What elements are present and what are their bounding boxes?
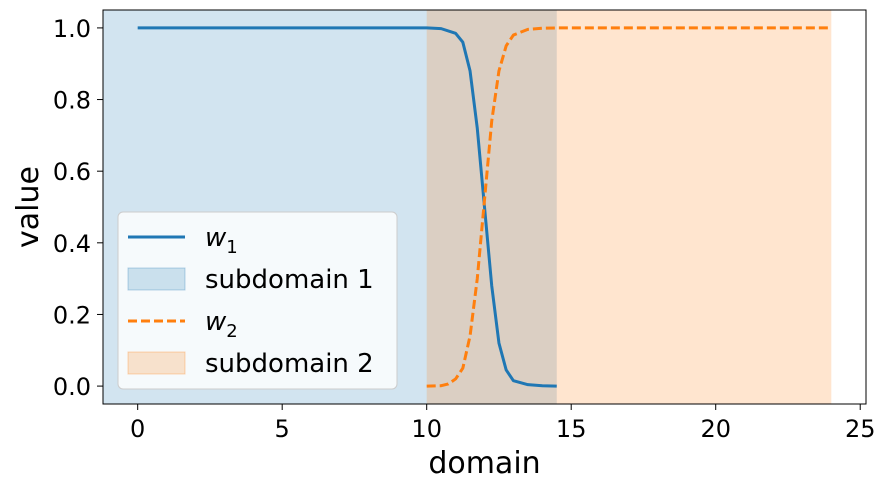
- x-tick-label: 25: [845, 415, 876, 443]
- x-tick-label: 10: [411, 415, 442, 443]
- legend-item: subdomain 2: [127, 349, 374, 379]
- x-axis-ticks: 0 5 10 15 20 25: [130, 404, 875, 443]
- y-tick-label: 0.6: [53, 158, 91, 186]
- series-line-w1: [137, 26, 557, 388]
- x-tick-label: 20: [700, 415, 731, 443]
- legend-item: subdomain 1: [127, 265, 374, 295]
- x-tick-label: 0: [130, 415, 145, 443]
- legend-swatch-patch: [127, 267, 186, 291]
- region-2: [426, 10, 832, 404]
- y-tick-label: 0.0: [53, 373, 91, 401]
- y-axis-ticks: 0.0 0.2 0.4 0.6 0.8 1.0: [53, 15, 103, 401]
- y-tick-label: 0.2: [53, 301, 91, 329]
- x-tick-label: 5: [275, 415, 290, 443]
- legend-swatch-patch: [127, 351, 186, 375]
- x-axis-label: domain: [428, 446, 540, 481]
- legend-label: subdomain 2: [205, 349, 374, 379]
- plot-frame: [102, 9, 867, 405]
- y-axis-label: value: [11, 166, 46, 248]
- y-tick-label: 0.4: [53, 230, 91, 258]
- legend-box: [117, 211, 398, 390]
- series-line-w2: [426, 26, 832, 388]
- y-tick-label: 0.8: [53, 87, 91, 115]
- y-tick-label: 1.0: [53, 15, 91, 43]
- legend-label: subdomain 1: [205, 265, 374, 295]
- x-tick-label: 15: [556, 415, 587, 443]
- series-layer: [137, 26, 832, 388]
